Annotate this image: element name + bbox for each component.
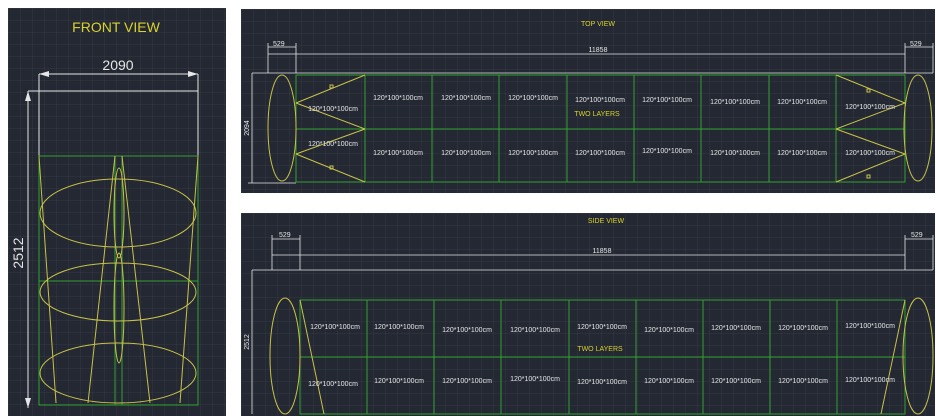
top-layer-note: TWO LAYERS [574, 111, 620, 118]
top-height-dimension: 2094 [244, 120, 251, 136]
side-row2-cell: 120*100*100cm [644, 378, 694, 385]
side-dimension-lines [251, 235, 934, 414]
top-row1-cell: 120*100*100cm [373, 95, 423, 102]
top-row2-cell: 120*100*100cm [642, 148, 692, 155]
top-row1-cell: 120*100*100cm [308, 106, 358, 113]
side-height-dimension: 2512 [244, 334, 251, 350]
side-view-title: SIDE VIEW [588, 218, 625, 225]
top-left-dimension: 529 [273, 41, 285, 48]
top-row2-cell: 120*100*100cm [710, 150, 760, 157]
top-right-dimension: 529 [910, 41, 922, 48]
side-end-bags [269, 297, 934, 415]
top-row1-cell: 120*100*100cm [508, 95, 558, 102]
side-row1-cell: 120*100*100cm [510, 327, 560, 334]
side-view-drawing: SIDE VIEW 529 11858 529 2512 [244, 218, 934, 415]
top-row1-cell: 120*100*100cm [845, 104, 895, 111]
top-row1-cell: 120*100*100cm [441, 95, 491, 102]
side-total-dimension: 11858 [593, 248, 612, 255]
side-row1-cell: 120*100*100cm [644, 327, 694, 334]
top-row2-cell: 120*100*100cm [575, 150, 625, 157]
side-row1-cell: 120*100*100cm [845, 323, 895, 330]
side-row2-cell: 120*100*100cm [308, 381, 358, 388]
front-width-dimension: 2090 [102, 57, 133, 73]
front-view-panel: FRONT VIEW 2090 2512 [8, 8, 226, 416]
side-row2-cell: 120*100*100cm [510, 376, 560, 383]
top-end-bags [267, 74, 933, 183]
top-view-panel: TOP VIEW 529 11858 529 2094 [241, 9, 935, 193]
width-dimension-lines [28, 73, 199, 156]
top-row2-cell: 120*100*100cm [308, 141, 358, 148]
side-row2-cell: 120*100*100cm [577, 379, 627, 386]
top-row2-cell: 120*100*100cm [373, 150, 423, 157]
side-row1-cell: 120*100*100cm [778, 325, 828, 332]
side-row2-cell: 120*100*100cm [845, 377, 895, 384]
side-layer-note: TWO LAYERS [577, 346, 623, 353]
front-bag-outlines [38, 155, 199, 404]
side-row1-cell: 120*100*100cm [310, 324, 360, 331]
side-left-dimension: 529 [279, 232, 291, 239]
top-row1-cell: 120*100*100cm [710, 99, 760, 106]
front-view-title: FRONT VIEW [72, 19, 160, 35]
side-row1-cell: 120*100*100cm [442, 327, 492, 334]
side-right-dimension: 529 [911, 232, 923, 239]
top-dimension-lines [248, 43, 934, 184]
side-row2-cell: 120*100*100cm [442, 378, 492, 385]
side-row2-cell: 120*100*100cm [374, 378, 424, 385]
front-height-dimension: 2512 [10, 237, 26, 268]
side-row1-cell: 120*100*100cm [711, 325, 761, 332]
side-row1-cell: 120*100*100cm [577, 324, 627, 331]
top-view-title: TOP VIEW [581, 21, 615, 28]
top-row1-cell: 120*100*100cm [575, 97, 625, 104]
top-row2-cell: 120*100*100cm [441, 150, 491, 157]
top-cargo-grid [295, 74, 906, 183]
top-row2-cell: 120*100*100cm [508, 150, 558, 157]
side-row2-cell: 120*100*100cm [711, 378, 761, 385]
top-row1-cell: 120*100*100cm [777, 99, 827, 106]
side-cargo-grid [299, 299, 906, 415]
top-row1-cell: 120*100*100cm [642, 97, 692, 104]
side-view-panel: SIDE VIEW 529 11858 529 2512 [241, 213, 935, 416]
top-row2-cell: 120*100*100cm [845, 150, 895, 157]
top-row2-cell: 120*100*100cm [777, 150, 827, 157]
front-view-drawing: FRONT VIEW 2090 2512 [10, 19, 199, 408]
top-total-dimension: 11858 [589, 47, 608, 54]
side-row2-cell: 120*100*100cm [778, 378, 828, 385]
front-container-frame [38, 155, 199, 406]
top-view-drawing: TOP VIEW 529 11858 529 2094 [244, 21, 934, 184]
side-row1-cell: 120*100*100cm [374, 324, 424, 331]
